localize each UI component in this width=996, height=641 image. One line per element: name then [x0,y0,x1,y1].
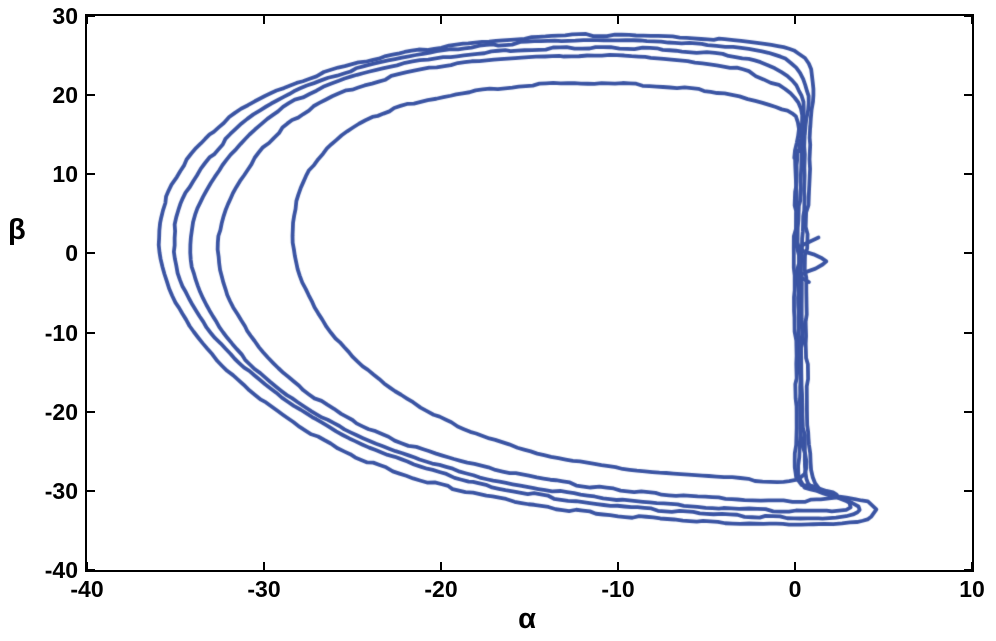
y-axis-label: β [8,214,26,246]
y-tick-mark [87,252,95,255]
x-tick-mark [263,16,265,24]
y-tick-mark [87,410,95,413]
y-tick-mark [87,94,95,97]
y-tick-label: -10 [44,319,78,346]
x-tick-label: -30 [247,576,281,602]
x-tick-mark [617,16,619,24]
y-tick-label: 0 [65,240,78,267]
y-tick-mark [964,252,972,255]
x-tick-label: -10 [601,576,635,602]
x-tick-mark [617,562,619,570]
y-tick-label: -20 [44,398,78,425]
y-tick-mark [964,94,972,97]
x-axis-label: α [518,603,536,635]
y-tick-label: -30 [44,477,78,504]
y-tick-mark [87,331,95,334]
y-tick-mark [964,173,972,176]
x-tick-mark [794,562,796,570]
y-tick-label: -40 [44,557,78,583]
x-tick-mark [440,16,442,24]
x-tick-mark [440,562,442,570]
y-tick-label: 20 [52,82,78,109]
y-tick-mark [964,331,972,334]
x-tick-label: 10 [959,576,985,602]
y-tick-mark [87,489,95,492]
y-tick-label: 10 [52,161,78,188]
orbit-canvas [87,16,972,570]
y-tick-mark [87,15,95,17]
x-tick-mark [86,562,88,570]
y-tick-mark [87,173,95,176]
plot-area [85,14,974,572]
x-tick-mark [971,562,973,570]
y-tick-mark [964,489,972,492]
y-tick-mark [87,569,95,571]
x-tick-mark [971,16,973,24]
x-tick-mark [794,16,796,24]
x-tick-label: -20 [424,576,458,602]
y-tick-mark [964,15,972,17]
x-tick-mark [86,16,88,24]
y-tick-label: 30 [52,3,78,29]
y-tick-mark [964,410,972,413]
x-tick-label: -40 [70,576,104,602]
x-tick-mark [263,562,265,570]
x-tick-label: 0 [788,576,802,602]
y-tick-mark [964,569,972,571]
